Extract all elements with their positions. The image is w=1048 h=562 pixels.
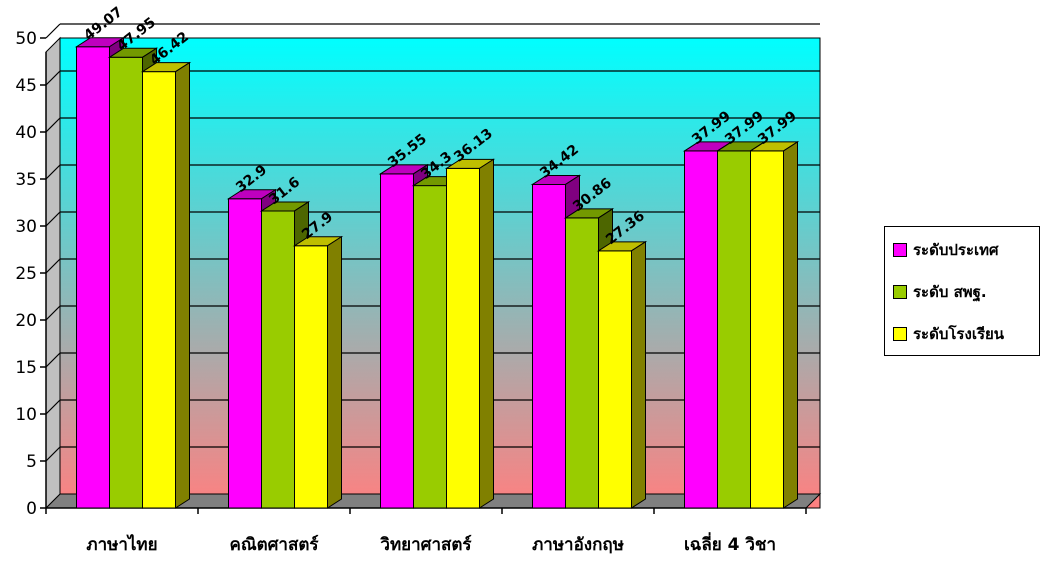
gridline-diag-9: [45, 70, 61, 86]
bar-side-2-2: [479, 158, 494, 509]
bar-4-1: [717, 150, 751, 509]
bar-side-4-2: [783, 140, 798, 509]
bar-4-2: [750, 150, 784, 509]
bar-4-0: [684, 150, 718, 509]
bar-3-0: [532, 183, 566, 509]
y-tick-label-3: 15: [15, 358, 37, 378]
gridline-diag-5: [45, 258, 61, 274]
bar-0-1: [109, 56, 143, 509]
bar-2-0: [380, 173, 414, 509]
legend-item-3: ระดับโรงเรียน: [893, 323, 1004, 345]
y-tick-label-6: 30: [15, 217, 37, 237]
bar-2-2: [446, 167, 480, 509]
y-tick-label-10: 50: [15, 29, 37, 49]
bar-0-0: [76, 46, 110, 509]
bar-1-1: [261, 210, 295, 509]
legend-label-1: ระดับประเทศ: [913, 241, 999, 259]
legend-swatch-3: [893, 327, 907, 341]
gridline-diag-1: [45, 446, 61, 462]
legend-label-2: ระดับ สพฐ.: [913, 283, 987, 301]
bar-side-3-2: [631, 240, 646, 509]
y-tick-label-4: 20: [15, 311, 37, 331]
legend-swatch-1: [893, 243, 907, 257]
gridline-diag-3: [45, 352, 61, 368]
bar-2-1: [413, 185, 447, 509]
gridline-diag-7: [45, 164, 61, 180]
y-tick-label-0: 0: [26, 499, 37, 519]
bar-side-0-2: [175, 61, 190, 509]
legend-swatch-2: [893, 285, 907, 299]
y-tick-label-7: 35: [15, 170, 37, 190]
bar-3-2: [598, 250, 632, 509]
category-label-4: เฉลี่ย 4 วิชา: [684, 532, 776, 555]
legend-item-2: ระดับ สพฐ.: [893, 281, 987, 303]
gridline-diag-8: [45, 117, 61, 133]
y-tick-label-2: 10: [15, 405, 37, 425]
gridline-diag-6: [45, 211, 61, 227]
legend: ระดับประเทศ ระดับ สพฐ. ระดับโรงเรียน: [884, 226, 1040, 356]
legend-item-1: ระดับประเทศ: [893, 239, 999, 261]
category-label-1: คณิตศาสตร์: [229, 534, 319, 555]
bar-1-2: [294, 245, 328, 509]
y-tick-label-8: 40: [15, 123, 37, 143]
category-label-2: วิทยาศาสตร์: [380, 534, 472, 555]
bar-3-1: [565, 217, 599, 509]
gridline-diag-2: [45, 399, 61, 415]
bar-0-2: [142, 71, 176, 509]
plot-side-wall: [45, 36, 61, 510]
y-tick-label-1: 5: [26, 452, 37, 472]
y-tick-label-5: 25: [15, 264, 37, 284]
gridline-diag-10: [45, 23, 61, 39]
bar-side-1-2: [327, 235, 342, 509]
bar-1-0: [228, 198, 262, 509]
y-tick-label-9: 45: [15, 76, 37, 96]
gridline-diag-4: [45, 305, 61, 321]
category-label-3: ภาษาอังกฤษ: [532, 535, 624, 555]
legend-label-3: ระดับโรงเรียน: [913, 325, 1005, 343]
category-label-0: ภาษาไทย: [86, 534, 157, 555]
